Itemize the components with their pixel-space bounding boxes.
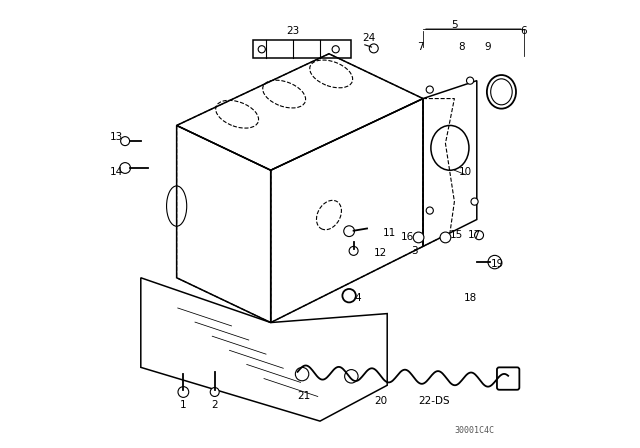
Text: 13: 13 [109, 132, 123, 142]
Text: 2: 2 [211, 401, 218, 410]
Text: 12: 12 [374, 248, 387, 258]
Text: 6: 6 [520, 26, 527, 36]
Text: 20: 20 [374, 396, 387, 406]
Text: 30001C4C: 30001C4C [454, 426, 495, 435]
Text: 1: 1 [180, 401, 187, 410]
Circle shape [467, 77, 474, 84]
Text: 7: 7 [417, 42, 424, 52]
Text: 15: 15 [450, 230, 463, 240]
Text: 21: 21 [298, 392, 311, 401]
Circle shape [413, 232, 424, 243]
Text: 10: 10 [459, 168, 472, 177]
Text: 22-DS: 22-DS [419, 396, 450, 406]
Circle shape [471, 198, 478, 205]
Circle shape [344, 226, 355, 237]
Text: 14: 14 [109, 168, 123, 177]
Circle shape [178, 387, 189, 397]
Text: 4: 4 [355, 293, 362, 303]
Text: 11: 11 [383, 228, 396, 238]
Circle shape [440, 232, 451, 243]
Circle shape [211, 388, 220, 396]
Circle shape [332, 46, 339, 53]
Text: 3: 3 [411, 246, 417, 256]
Text: 8: 8 [458, 42, 465, 52]
Circle shape [488, 255, 502, 269]
Text: 17: 17 [468, 230, 481, 240]
Circle shape [344, 370, 358, 383]
Circle shape [369, 44, 378, 53]
Text: 19: 19 [490, 259, 504, 269]
Circle shape [349, 246, 358, 255]
Text: 24: 24 [363, 33, 376, 43]
Text: 5: 5 [451, 20, 458, 30]
Circle shape [342, 289, 356, 302]
Circle shape [474, 231, 484, 240]
Circle shape [258, 46, 266, 53]
Text: 16: 16 [401, 233, 414, 242]
Text: 9: 9 [484, 42, 492, 52]
Text: 23: 23 [287, 26, 300, 36]
Circle shape [296, 367, 309, 381]
Circle shape [426, 86, 433, 93]
Circle shape [426, 207, 433, 214]
Circle shape [121, 137, 130, 146]
Text: 18: 18 [463, 293, 477, 303]
Circle shape [120, 163, 131, 173]
